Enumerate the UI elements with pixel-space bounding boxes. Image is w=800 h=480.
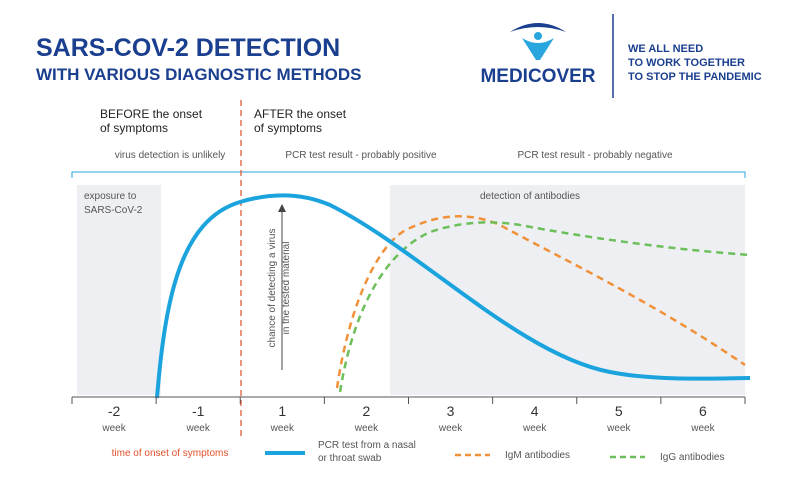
- week-number: -1: [192, 403, 205, 419]
- week-number: 6: [699, 403, 707, 419]
- vertical-note: chance of detecting a virus: [267, 229, 278, 348]
- week-number: 1: [278, 403, 286, 419]
- legend-label: IgG antibodies: [660, 452, 725, 463]
- vertical-note: in the tested material: [281, 242, 292, 335]
- band-label: PCR test result - probably negative: [517, 150, 673, 161]
- week-number: 2: [363, 403, 371, 419]
- week-unit: week: [101, 423, 126, 434]
- week-unit: week: [270, 423, 295, 434]
- phase-label: AFTER the onset: [254, 107, 347, 121]
- phase-label: of symptoms: [254, 121, 322, 135]
- week-unit: week: [186, 423, 211, 434]
- legend-label: PCR test from a nasal: [318, 440, 416, 451]
- band-bracket: [71, 171, 746, 178]
- title-line: WITH VARIOUS DIAGNOSTIC METHODS: [36, 65, 362, 84]
- title-line: SARS-COV-2 DETECTION: [36, 34, 340, 62]
- week-unit: week: [438, 423, 463, 434]
- slogan: TO STOP THE PANDEMIC: [628, 71, 762, 83]
- igm-curve: [335, 215, 746, 389]
- phase-label: BEFORE the onset: [100, 107, 203, 121]
- week-number: 5: [615, 403, 623, 419]
- band-label: PCR test result - probably positive: [285, 150, 437, 161]
- band-label: virus detection is unlikely: [115, 150, 226, 161]
- igg-curve: [338, 221, 751, 393]
- region-label: detection of antibodies: [480, 191, 580, 202]
- week-number: 3: [447, 403, 455, 419]
- legend-label: or throat swab: [318, 453, 382, 464]
- arrow-head: [278, 204, 286, 212]
- logo: [510, 23, 566, 60]
- week-unit: week: [606, 423, 631, 434]
- region-label: SARS-CoV-2: [84, 205, 143, 216]
- week-unit: week: [522, 423, 547, 434]
- slogan: WE ALL NEED: [628, 43, 703, 55]
- brand: MEDICOVER: [480, 66, 595, 87]
- pcr-curve: [155, 193, 751, 399]
- week-unit: week: [690, 423, 715, 434]
- exposure-region: [77, 185, 161, 395]
- week-unit: week: [354, 423, 379, 434]
- week-number: -2: [108, 403, 121, 419]
- legend-label: time of onset of symptoms: [112, 448, 229, 459]
- slogan: TO WORK TOGETHER: [628, 57, 745, 69]
- week-number: 4: [531, 403, 539, 419]
- region-label: exposure to: [84, 191, 137, 202]
- time-axis: -2 week -1 week 1 week 2 week 3 week 4 week 5 week 6 we…: [71, 396, 746, 434]
- phase-label: of symptoms: [100, 121, 168, 135]
- legend-label: IgM antibodies: [505, 450, 570, 461]
